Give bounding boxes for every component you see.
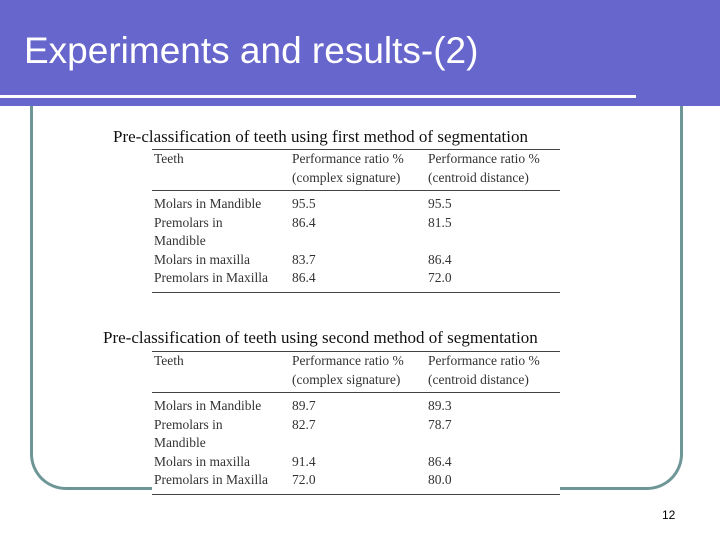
table-row: Premolars in Maxilla 72.0 80.0 [152, 471, 560, 490]
table-1-caption: Pre-classification of teeth using first … [113, 127, 528, 146]
table-header-rule [152, 392, 560, 394]
table-2-caption: Pre-classification of teeth using second… [103, 328, 538, 347]
complex-signature-cell: 86.4 [292, 214, 316, 230]
table-top-rule [152, 351, 560, 353]
header-divider [0, 95, 636, 98]
table-header-row: Teeth Performance ratio % (complex signat… [152, 150, 560, 190]
table-bottom-rule [152, 493, 560, 496]
table-row: Molars in Mandible 89.7 89.3 [152, 397, 560, 416]
centroid-distance-cell: 78.7 [428, 416, 452, 432]
table-row: Premolars in Maxilla 86.4 72.0 [152, 269, 560, 288]
slide-number: 12 [662, 508, 676, 522]
table-header-cell: Teeth [154, 151, 184, 167]
table-row: Molars in maxilla 91.4 86.4 [152, 453, 560, 472]
results-table-second-method: Teeth Performance ratio % (complex signat… [152, 351, 560, 496]
table-header-cell: Performance ratio % (centroid distance) [428, 151, 540, 185]
complex-signature-cell: 83.7 [292, 251, 316, 267]
teeth-cell: Premolars in Maxilla [154, 270, 268, 286]
teeth-cell: Molars in maxilla [154, 251, 250, 267]
table-header-cell: Teeth [154, 353, 184, 369]
table-bottom-rule [152, 291, 560, 294]
centroid-distance-cell: 81.5 [428, 214, 452, 230]
table-row: Premolars in Mandible 86.4 81.5 [152, 214, 560, 251]
teeth-cell: Molars in Mandible [154, 196, 262, 212]
complex-signature-cell: 86.4 [292, 270, 316, 286]
table-row: Molars in Mandible 95.5 95.5 [152, 195, 560, 214]
complex-signature-cell: 82.7 [292, 416, 316, 432]
teeth-cell: Premolars in Mandible [154, 416, 223, 451]
table-header-cell: Performance ratio % (complex signature) [292, 353, 404, 387]
centroid-distance-cell: 95.5 [428, 196, 452, 212]
table-top-rule [152, 149, 560, 151]
table-header-rule [152, 190, 560, 192]
slide-title: Experiments and results-(2) [24, 30, 479, 71]
centroid-distance-cell: 72.0 [428, 270, 452, 286]
teeth-cell: Premolars in Mandible [154, 214, 223, 249]
results-table-first-method: Teeth Performance ratio % (complex signat… [152, 149, 560, 294]
table-header-cell: Performance ratio % (centroid distance) [428, 353, 540, 387]
teeth-cell: Molars in Mandible [154, 398, 262, 414]
slide-header: Experiments and results-(2) [0, 0, 720, 106]
complex-signature-cell: 95.5 [292, 196, 316, 212]
table-row: Molars in maxilla 83.7 86.4 [152, 251, 560, 270]
centroid-distance-cell: 80.0 [428, 472, 452, 488]
centroid-distance-cell: 86.4 [428, 453, 452, 469]
table-header-cell: Performance ratio % (complex signature) [292, 151, 404, 185]
table-header-row: Teeth Performance ratio % (complex signat… [152, 352, 560, 392]
table-row: Premolars in Mandible 82.7 78.7 [152, 416, 560, 453]
centroid-distance-cell: 86.4 [428, 251, 452, 267]
complex-signature-cell: 72.0 [292, 472, 316, 488]
complex-signature-cell: 91.4 [292, 453, 316, 469]
teeth-cell: Premolars in Maxilla [154, 472, 268, 488]
complex-signature-cell: 89.7 [292, 398, 316, 414]
teeth-cell: Molars in maxilla [154, 453, 250, 469]
centroid-distance-cell: 89.3 [428, 398, 452, 414]
